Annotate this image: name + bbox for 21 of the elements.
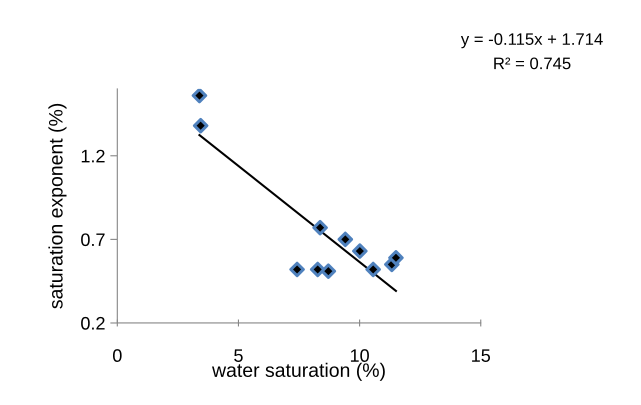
point [192,88,208,104]
point [352,243,368,259]
y-tick-label: 0.7 [81,233,105,246]
point [312,220,328,236]
x-tick-label: 0 [112,349,122,362]
point [365,262,381,278]
text: y = -0.115x + 1.714 [460,33,603,48]
x-tick-label: 10 [350,349,369,362]
x-tick-label: 5 [234,349,243,362]
point [388,250,404,266]
y-tick-label: 0.2 [81,316,105,330]
text: R² = 0.745 [494,57,570,70]
point [289,262,305,278]
point [310,262,326,278]
y-tick-label: 1.2 [82,150,105,162]
y-axis-title: saturation exponent (%) [48,104,67,309]
x-axis-title: water saturation (%) [212,362,385,381]
point [320,263,336,279]
point [192,118,208,134]
point [338,232,354,248]
x-tick-label: 15 [472,349,490,362]
